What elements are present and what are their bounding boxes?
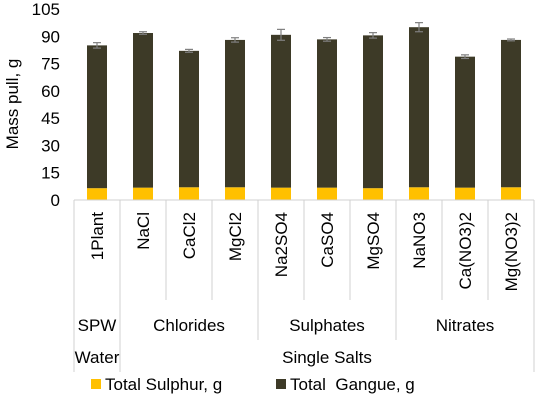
legend-label: Total Sulphur, g <box>105 375 222 394</box>
legend: Total Sulphur, g Total Gangue, g <box>91 375 415 394</box>
category-axis-labels: 1Plant NaCl CaCl2 MgCl2 Na2SO4 CaSO4 MgSO4 NaNO… <box>88 212 521 292</box>
bar-segment-gangue <box>409 27 429 188</box>
supergroup-label: Water <box>75 348 120 367</box>
legend-swatch <box>276 379 286 389</box>
y-tick-label: 0 <box>51 191 60 210</box>
category-label: 1Plant <box>88 212 107 260</box>
legend-label: Total Gangue, g <box>290 375 415 394</box>
group-label: SPW <box>78 316 117 335</box>
bar-segment-sulphur <box>87 188 107 200</box>
legend-swatch <box>91 379 101 389</box>
bar-segment-sulphur <box>317 187 337 200</box>
y-tick-label: 15 <box>41 164 60 183</box>
bar-segment-sulphur <box>455 187 475 200</box>
category-label: Mg(NO3)2 <box>502 212 521 291</box>
y-tick-label: 90 <box>41 27 60 46</box>
category-label: NaNO3 <box>410 212 429 269</box>
y-tick-label: 30 <box>41 136 60 155</box>
y-axis-ticks: 0 15 30 45 60 75 90 105 <box>32 0 60 210</box>
y-axis-title: Mass pull, g <box>3 59 22 150</box>
bar-segment-gangue <box>87 45 107 189</box>
group-label: Chlorides <box>153 316 225 335</box>
category-label: CaSO4 <box>318 212 337 268</box>
bar-segment-sulphur <box>363 188 383 200</box>
category-group-labels: SPW Chlorides Sulphates Nitrates Water Single… <box>75 316 495 367</box>
bar-segment-sulphur <box>501 187 521 200</box>
bar-segment-sulphur <box>225 187 245 200</box>
bar-segment-gangue <box>455 56 475 188</box>
category-label: Na2SO4 <box>272 212 291 277</box>
bar-segment-sulphur <box>179 187 199 200</box>
bar-segment-gangue <box>363 35 383 189</box>
category-dividers <box>73 199 535 372</box>
bar-segment-sulphur <box>271 187 291 200</box>
plot-area <box>87 22 521 200</box>
y-tick-label: 45 <box>41 109 60 128</box>
y-tick-label: 105 <box>32 0 60 19</box>
y-tick-label: 75 <box>41 55 60 74</box>
category-label: MgSO4 <box>364 212 383 270</box>
bar-segment-sulphur <box>409 187 429 200</box>
bar-segment-gangue <box>179 50 199 188</box>
y-tick-label: 60 <box>41 82 60 101</box>
bar-segment-gangue <box>317 39 337 188</box>
category-label: Ca(NO3)2 <box>456 212 475 289</box>
supergroup-label: Single Salts <box>282 348 372 367</box>
category-label: CaCl2 <box>180 212 199 259</box>
bar-segment-gangue <box>225 39 245 188</box>
bar-segment-gangue <box>133 33 153 188</box>
bar-segment-sulphur <box>133 187 153 200</box>
category-label: NaCl <box>134 212 153 250</box>
bar-segment-gangue <box>271 34 291 188</box>
group-label: Nitrates <box>436 316 495 335</box>
group-label: Sulphates <box>289 316 365 335</box>
bar-segment-gangue <box>501 39 521 188</box>
category-label: MgCl2 <box>226 212 245 261</box>
